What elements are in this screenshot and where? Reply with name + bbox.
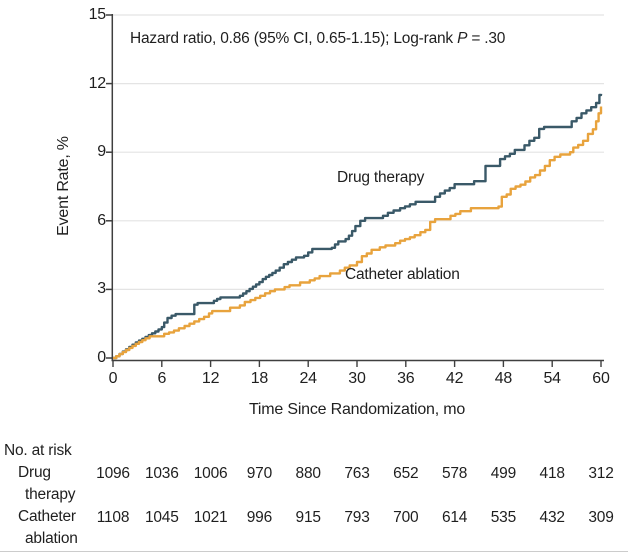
risk-value-0-0: 1096 bbox=[96, 465, 130, 482]
x-tick-label-24: 24 bbox=[299, 370, 317, 387]
risk-value-0-18: 970 bbox=[246, 465, 273, 482]
x-tick-label-54: 54 bbox=[543, 370, 561, 387]
risk-value-1-12: 1021 bbox=[193, 509, 228, 526]
risk-table-title: No. at risk bbox=[4, 442, 72, 459]
x-axis-title: Time Since Randomization, mo bbox=[248, 401, 466, 418]
risk-value-0-42: 578 bbox=[441, 465, 468, 482]
risk-value-1-48: 535 bbox=[490, 509, 517, 526]
risk-row-label-drug: Drug bbox=[18, 464, 51, 481]
y-axis-title: Event Rate, % bbox=[55, 136, 72, 236]
risk-value-1-6: 1045 bbox=[144, 509, 179, 526]
risk-value-0-60: 312 bbox=[588, 465, 614, 482]
risk-value-0-36: 652 bbox=[393, 465, 419, 482]
y-tick-label-6: 6 bbox=[97, 211, 106, 229]
x-tick-label-12: 12 bbox=[201, 370, 220, 387]
risk-value-1-30: 793 bbox=[344, 509, 370, 526]
risk-value-1-36: 700 bbox=[393, 509, 419, 526]
x-tick-label-42: 42 bbox=[445, 370, 464, 387]
figure-bottom-border bbox=[0, 551, 628, 552]
x-tick-label-0: 0 bbox=[108, 370, 118, 387]
y-tick-label-15: 15 bbox=[88, 6, 107, 23]
risk-value-0-24: 880 bbox=[295, 465, 321, 482]
risk-value-1-42: 614 bbox=[441, 509, 468, 526]
x-tick-label-18: 18 bbox=[250, 370, 269, 387]
risk-value-0-12: 1006 bbox=[193, 465, 228, 482]
x-tick-label-48: 48 bbox=[494, 370, 513, 387]
catheter-ablation-curve-label: Catheter ablation bbox=[345, 266, 460, 283]
risk-value-0-6: 1036 bbox=[144, 465, 179, 482]
annotation-text: Hazard ratio, 0.86 (95% CI, 0.65-1.15); … bbox=[130, 30, 458, 47]
x-tick-label-6: 6 bbox=[157, 370, 167, 387]
risk-row-label-ablation: ablation bbox=[25, 530, 78, 547]
annotation-p-value: = .30 bbox=[467, 30, 506, 47]
risk-value-0-30: 763 bbox=[344, 465, 370, 482]
drug-therapy-curve-label: Drug therapy bbox=[337, 169, 425, 186]
risk-value-1-54: 432 bbox=[539, 509, 565, 526]
y-tick-label-9: 9 bbox=[97, 143, 106, 161]
x-tick-label-30: 30 bbox=[348, 370, 366, 387]
risk-value-1-18: 996 bbox=[246, 509, 273, 526]
risk-row-label-therapy: therapy bbox=[25, 486, 76, 503]
curve-drug-therapy bbox=[113, 93, 603, 360]
x-tick-label-60: 60 bbox=[592, 370, 610, 387]
risk-value-0-48: 499 bbox=[490, 465, 517, 482]
y-tick-label-0: 0 bbox=[97, 349, 106, 366]
hazard-ratio-annotation: Hazard ratio, 0.86 (95% CI, 0.65-1.15); … bbox=[130, 30, 505, 48]
x-tick-label-36: 36 bbox=[397, 370, 415, 387]
risk-value-0-54: 418 bbox=[539, 465, 565, 482]
risk-value-1-24: 915 bbox=[295, 509, 321, 526]
y-tick-label-3: 3 bbox=[97, 280, 106, 298]
risk-row-label-catheter: Catheter bbox=[18, 508, 76, 525]
risk-value-1-0: 1108 bbox=[96, 509, 130, 526]
curve-catheter-ablation bbox=[113, 106, 603, 360]
annotation-p-symbol: P bbox=[457, 30, 468, 47]
y-tick-label-12: 12 bbox=[88, 74, 107, 92]
risk-value-1-60: 309 bbox=[588, 509, 614, 526]
